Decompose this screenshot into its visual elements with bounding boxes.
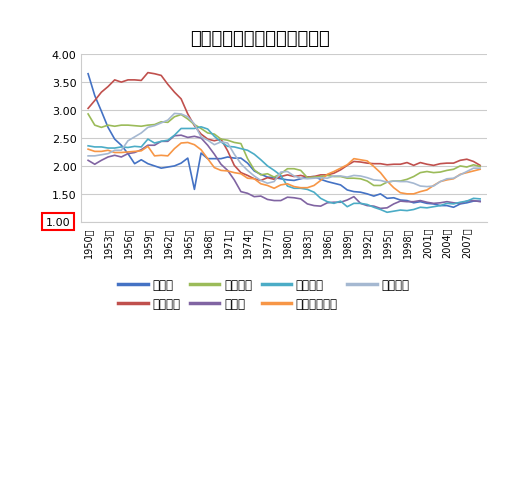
Title: 主要国の合計特殊出生率推移: 主要国の合計特殊出生率推移 [190,30,330,48]
Text: 1.00: 1.00 [46,217,70,227]
Legend: 日　本, アメリカ, フランス, ドイツ, イタリア, スウェーデン, イギリス: 日 本, アメリカ, フランス, ドイツ, イタリア, スウェーデン, イギリス [118,279,410,310]
